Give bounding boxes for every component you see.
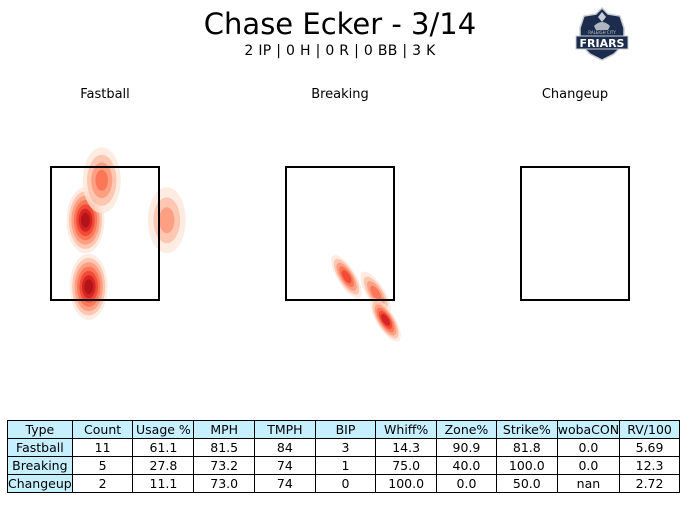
- strike-zone: [50, 166, 160, 301]
- density-cluster: [69, 253, 108, 320]
- table-cell: 84: [254, 438, 316, 457]
- table-cell: 0.0: [556, 438, 621, 457]
- table-cell: 5.69: [619, 438, 680, 457]
- density-contour: [341, 270, 352, 284]
- column-header: Count: [71, 420, 134, 439]
- column-header: Usage %: [132, 420, 195, 439]
- table-cell: 74: [254, 456, 316, 475]
- table-cell: 100.0: [375, 474, 438, 493]
- column-header: TMPH: [254, 420, 316, 439]
- raleigh-friars-crest-icon: [575, 6, 629, 61]
- column-header: MPH: [193, 420, 256, 439]
- table-row: Changeup 2 11.1 73.0 74 0 100.0 0.0 50.0…: [7, 474, 680, 493]
- column-header: RV/100: [619, 420, 680, 439]
- table-cell: 0: [314, 474, 377, 493]
- column-header: Strike%: [495, 420, 558, 439]
- logo-text: FRIARS: [580, 37, 625, 50]
- table-cell: 61.1: [132, 438, 195, 457]
- table-cell: 0.0: [556, 456, 621, 475]
- table-cell: 50.0: [495, 474, 558, 493]
- chart-title: Chase Ecker - 3/14: [203, 7, 477, 41]
- density-cluster: [370, 298, 401, 342]
- table-cell: 100.0: [495, 456, 558, 475]
- table-cell: Fastball: [7, 438, 73, 457]
- table-row: Fastball 11 61.1 81.5 84 3 14.3 90.9 81.…: [7, 438, 680, 457]
- pitch-location-plots: Fastball Breaking Changeup: [50, 87, 630, 342]
- density-cluster: [331, 254, 362, 299]
- density-contour: [81, 212, 90, 228]
- table-row: Breaking 5 27.8 73.2 74 1 75.0 40.0 100.…: [7, 456, 680, 475]
- column-header: Zone%: [436, 420, 497, 439]
- density-contour: [381, 314, 390, 326]
- density-cluster: [82, 147, 121, 214]
- panel-title: Changeup: [542, 87, 608, 102]
- column-header: Type: [7, 420, 73, 439]
- column-header: wobaCON: [556, 420, 621, 439]
- table-cell: Changeup: [7, 474, 73, 493]
- density-contour: [95, 169, 108, 191]
- plot-fastball: Fastball: [50, 87, 186, 320]
- team-logo: RALEIGH CITY FRIARS: [575, 6, 629, 61]
- table-cell: 81.8: [495, 438, 558, 457]
- table-cell: 27.8: [132, 456, 195, 475]
- table-cell: 73.0: [193, 474, 256, 493]
- table-header-row: Type Count Usage % MPH TMPH BIP Whiff% Z…: [7, 420, 680, 439]
- strike-zone: [285, 166, 395, 301]
- table-cell: 73.2: [193, 456, 256, 475]
- plot-changeup: Changeup: [520, 87, 630, 301]
- panel-title: Breaking: [311, 87, 369, 102]
- table-cell: 0.0: [436, 474, 497, 493]
- table-cell: 2.72: [619, 474, 680, 493]
- chart-subtitle: 2 IP | 0 H | 0 R | 0 BB | 3 K: [244, 43, 436, 59]
- table-cell: 81.5: [193, 438, 256, 457]
- table-cell: 2: [71, 474, 134, 493]
- density-contour: [370, 285, 382, 301]
- table-cell: 11.1: [132, 474, 195, 493]
- plot-breaking: Breaking: [285, 87, 401, 342]
- column-header: BIP: [314, 420, 377, 439]
- logo-small-text: RALEIGH CITY: [588, 30, 616, 35]
- table-cell: 75.0: [375, 456, 438, 475]
- pitch-stats-table: Type Count Usage % MPH TMPH BIP Whiff% Z…: [7, 420, 680, 493]
- table-cell: 90.9: [436, 438, 497, 457]
- table-cell: 3: [314, 438, 377, 457]
- density-contour: [84, 279, 94, 294]
- table-cell: 14.3: [375, 438, 438, 457]
- table-cell: 1: [314, 456, 377, 475]
- density-contour: [159, 207, 175, 234]
- density-cluster: [147, 187, 186, 254]
- table-cell: Breaking: [7, 456, 73, 475]
- table-cell: 74: [254, 474, 316, 493]
- column-header: Whiff%: [375, 420, 438, 439]
- table-cell: nan: [556, 474, 621, 493]
- table-cell: 5: [71, 456, 134, 475]
- table-cell: 11: [71, 438, 134, 457]
- table-cell: 40.0: [436, 456, 497, 475]
- panel-title: Fastball: [80, 87, 130, 102]
- table-cell: 12.3: [619, 456, 680, 475]
- strike-zone: [520, 166, 630, 301]
